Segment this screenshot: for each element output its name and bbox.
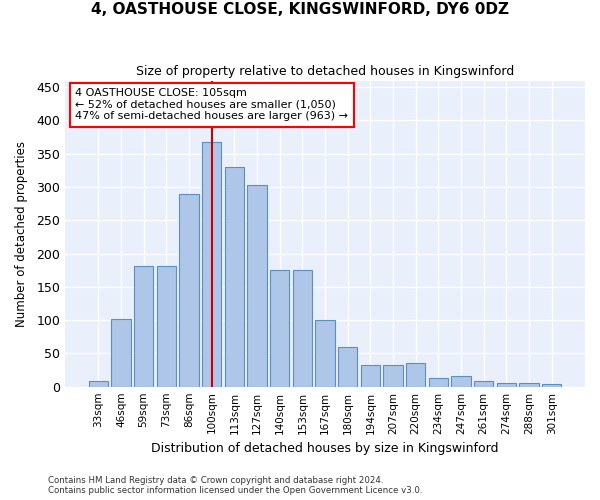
Text: Contains HM Land Registry data © Crown copyright and database right 2024.
Contai: Contains HM Land Registry data © Crown c… bbox=[48, 476, 422, 495]
Bar bbox=[179, 194, 199, 386]
Bar bbox=[89, 382, 108, 386]
Bar bbox=[520, 384, 539, 386]
Bar bbox=[202, 142, 221, 386]
Text: 4 OASTHOUSE CLOSE: 105sqm
← 52% of detached houses are smaller (1,050)
47% of se: 4 OASTHOUSE CLOSE: 105sqm ← 52% of detac… bbox=[76, 88, 349, 122]
Bar bbox=[497, 384, 516, 386]
Bar bbox=[383, 366, 403, 386]
Bar bbox=[270, 270, 289, 386]
Bar bbox=[134, 266, 154, 386]
Title: Size of property relative to detached houses in Kingswinford: Size of property relative to detached ho… bbox=[136, 65, 514, 78]
Bar bbox=[157, 266, 176, 386]
Bar bbox=[451, 376, 470, 386]
Bar bbox=[406, 364, 425, 386]
Bar bbox=[293, 270, 312, 386]
Text: 4, OASTHOUSE CLOSE, KINGSWINFORD, DY6 0DZ: 4, OASTHOUSE CLOSE, KINGSWINFORD, DY6 0D… bbox=[91, 2, 509, 18]
Bar bbox=[338, 348, 358, 387]
Bar bbox=[361, 366, 380, 386]
Bar bbox=[316, 320, 335, 386]
Bar bbox=[429, 378, 448, 386]
Bar bbox=[474, 382, 493, 386]
Bar bbox=[112, 319, 131, 386]
Bar bbox=[247, 185, 266, 386]
Y-axis label: Number of detached properties: Number of detached properties bbox=[15, 140, 28, 326]
Bar bbox=[225, 167, 244, 386]
X-axis label: Distribution of detached houses by size in Kingswinford: Distribution of detached houses by size … bbox=[151, 442, 499, 455]
Bar bbox=[542, 384, 562, 386]
